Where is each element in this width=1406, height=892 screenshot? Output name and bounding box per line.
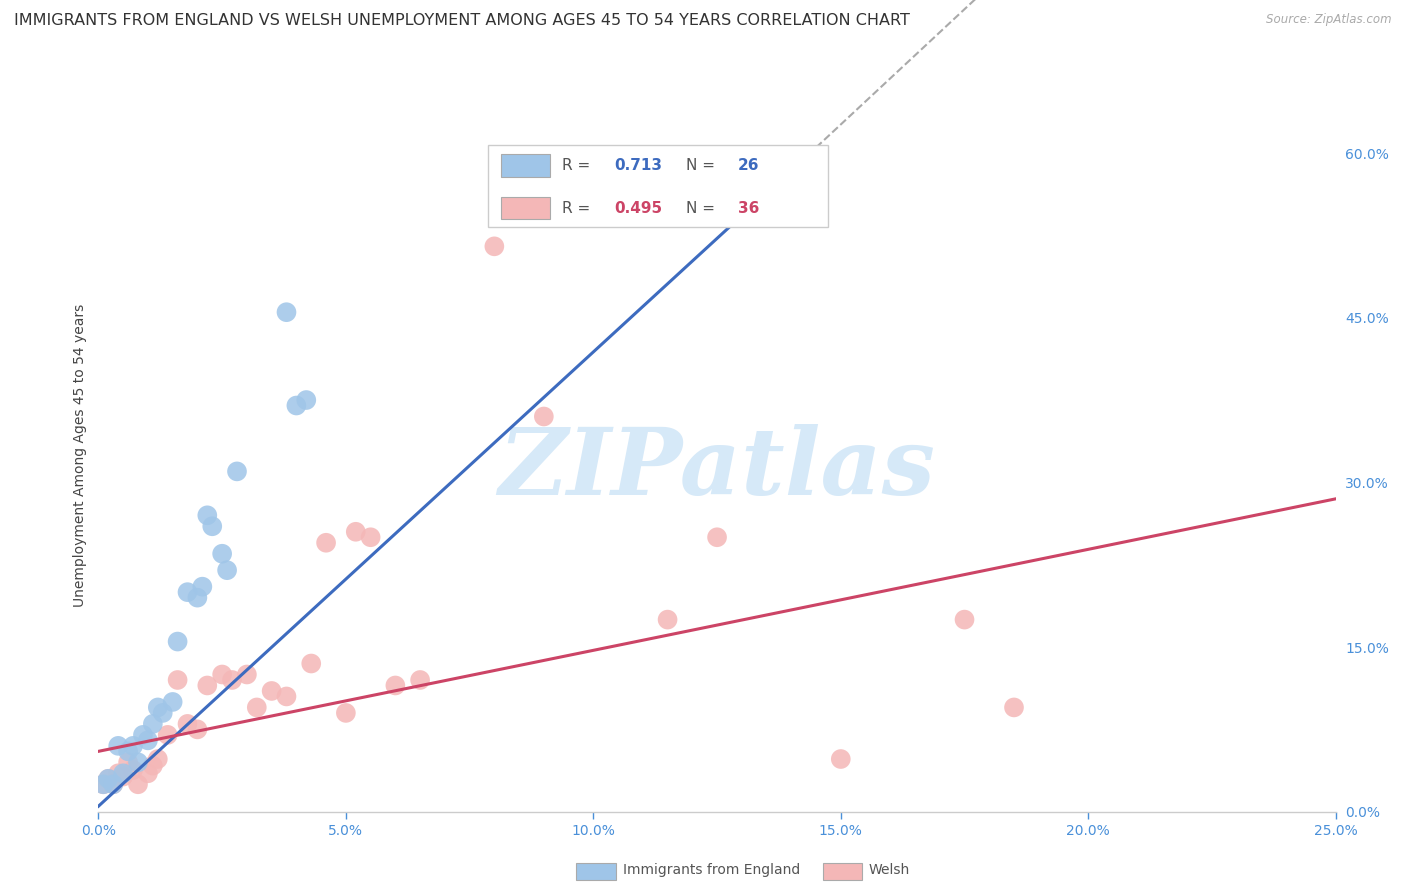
Point: [127, 777, 149, 791]
Point: [103, 777, 125, 791]
Text: 26: 26: [738, 159, 759, 173]
Point: [195, 508, 218, 523]
Point: [136, 733, 159, 747]
Point: [97, 772, 120, 786]
Point: [211, 547, 233, 561]
Point: [260, 684, 283, 698]
Point: [533, 409, 555, 424]
Point: [103, 777, 125, 791]
Point: [186, 723, 208, 737]
Point: [315, 535, 337, 549]
Point: [117, 744, 139, 758]
Point: [146, 752, 169, 766]
Point: [295, 392, 318, 407]
Point: [122, 739, 145, 753]
Text: IMMIGRANTS FROM ENGLAND VS WELSH UNEMPLOYMENT AMONG AGES 45 TO 54 YEARS CORRELAT: IMMIGRANTS FROM ENGLAND VS WELSH UNEMPLO…: [14, 13, 910, 29]
Point: [484, 239, 506, 253]
Text: 36: 36: [738, 201, 759, 216]
Point: [112, 770, 135, 784]
Point: [112, 766, 135, 780]
Text: 0.713: 0.713: [614, 159, 662, 173]
FancyBboxPatch shape: [501, 153, 550, 177]
Point: [706, 530, 728, 544]
Point: [276, 690, 298, 704]
Text: ZIPatlas: ZIPatlas: [499, 425, 935, 514]
Point: [657, 613, 679, 627]
Point: [122, 763, 145, 777]
Point: [166, 634, 188, 648]
FancyBboxPatch shape: [501, 196, 550, 219]
Y-axis label: Unemployment Among Ages 45 to 54 years: Unemployment Among Ages 45 to 54 years: [73, 303, 87, 607]
Point: [344, 524, 367, 539]
Point: [201, 519, 224, 533]
Point: [97, 772, 120, 786]
Point: [285, 399, 308, 413]
Point: [226, 464, 249, 478]
Point: [217, 563, 239, 577]
Point: [409, 673, 432, 687]
Point: [107, 739, 129, 753]
FancyBboxPatch shape: [488, 145, 828, 227]
Point: [142, 717, 165, 731]
Point: [176, 585, 198, 599]
Point: [246, 700, 269, 714]
Point: [127, 756, 149, 770]
Point: [93, 777, 115, 791]
Point: [276, 305, 298, 319]
Text: Welsh: Welsh: [869, 863, 910, 877]
Point: [830, 752, 852, 766]
Text: Source: ZipAtlas.com: Source: ZipAtlas.com: [1267, 13, 1392, 27]
Point: [146, 700, 169, 714]
Point: [132, 728, 155, 742]
Point: [176, 717, 198, 731]
Point: [299, 657, 322, 671]
Point: [360, 530, 382, 544]
Point: [211, 667, 233, 681]
Point: [142, 758, 165, 772]
Point: [136, 766, 159, 780]
Point: [384, 678, 406, 692]
Point: [117, 756, 139, 770]
Point: [191, 580, 214, 594]
Point: [195, 678, 218, 692]
Point: [953, 613, 976, 627]
Text: R =: R =: [562, 201, 596, 216]
Point: [107, 766, 129, 780]
Text: Immigrants from England: Immigrants from England: [623, 863, 800, 877]
Point: [1002, 700, 1025, 714]
Text: R =: R =: [562, 159, 596, 173]
Point: [335, 706, 357, 720]
Point: [221, 673, 243, 687]
Point: [156, 728, 179, 742]
Point: [152, 706, 174, 720]
Text: N =: N =: [686, 159, 720, 173]
Point: [162, 695, 184, 709]
Point: [166, 673, 188, 687]
Point: [186, 591, 208, 605]
Point: [93, 777, 115, 791]
Text: 0.495: 0.495: [614, 201, 662, 216]
Point: [236, 667, 259, 681]
Text: N =: N =: [686, 201, 720, 216]
